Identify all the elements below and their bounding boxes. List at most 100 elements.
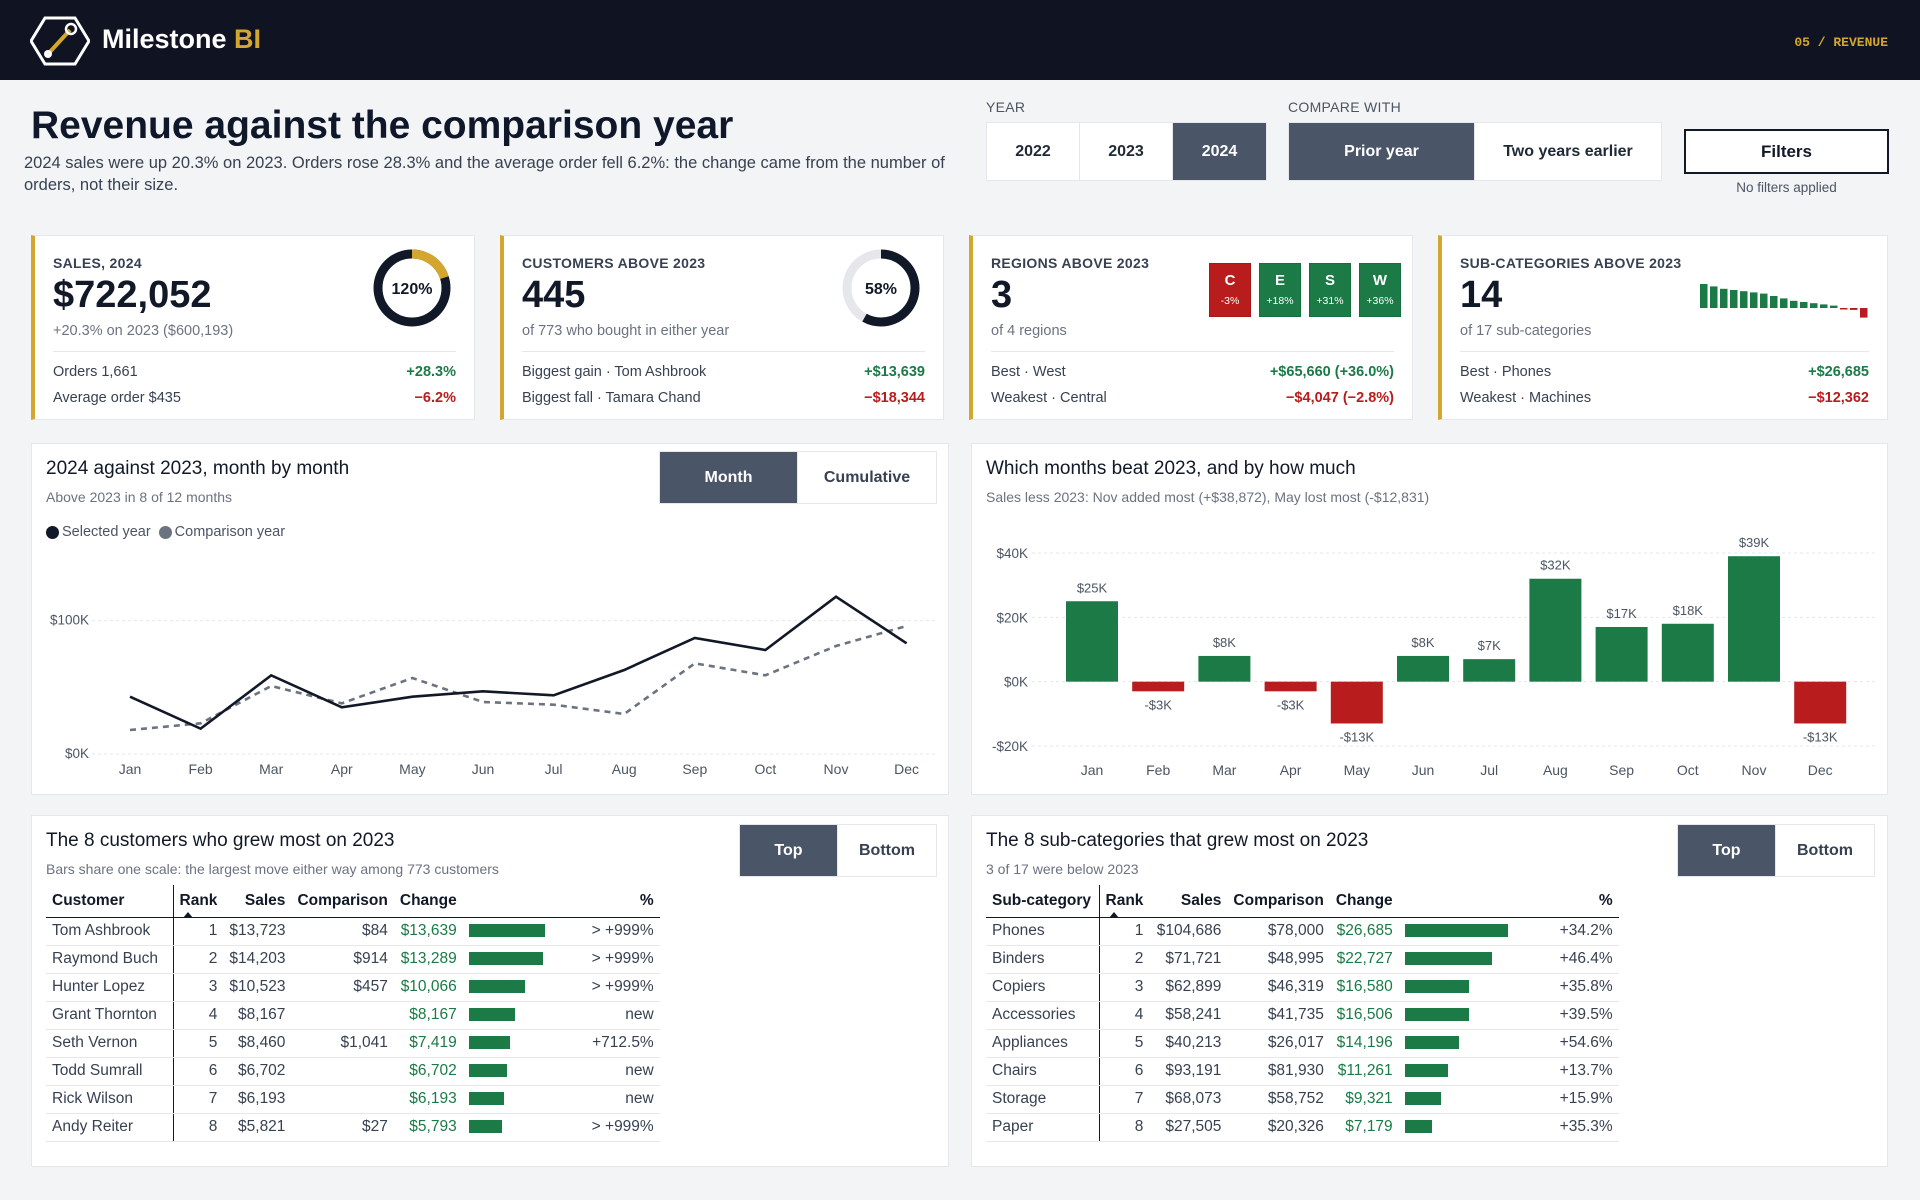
change-bar-cell: [462, 1029, 585, 1058]
column-header[interactable]: Customer: [46, 885, 173, 918]
cell-name: Hunter Lopez: [46, 973, 173, 1002]
cell-rank: 7: [1098, 1085, 1150, 1114]
top-bar: Milestone BI 05 / REVENUE: [0, 0, 1920, 80]
column-header[interactable]: Sales: [223, 885, 292, 918]
cell-sales: $71,721: [1149, 945, 1228, 974]
change-bar-cell: [462, 1113, 585, 1142]
kpi-subtext: +20.3% on 2023 ($600,193): [53, 323, 234, 339]
cell-rank: 4: [172, 1001, 224, 1030]
month-diff-bar: [1198, 655, 1251, 682]
compare-prior-year[interactable]: Prior year: [1289, 123, 1475, 180]
column-header[interactable]: Sales: [1149, 885, 1228, 918]
table-row[interactable]: Andy Reiter 8 $5,821 $27 $5,793 > +999%: [46, 1113, 660, 1142]
column-header[interactable]: Change: [1329, 885, 1399, 918]
toggle-top[interactable]: Top: [1678, 825, 1776, 876]
cell-rank: 8: [1098, 1113, 1150, 1142]
kpi-row: Biggest fall · Tamara Chand −$18,344: [522, 390, 925, 406]
chart-legend: Selected year Comparison year: [46, 524, 285, 540]
table-row[interactable]: Seth Vernon 5 $8,460 $1,041 $7,419 +712.5%: [46, 1029, 660, 1058]
cell-sales: $6,193: [223, 1085, 292, 1114]
table-row[interactable]: Rick Wilson 7 $6,193 $6,193 new: [46, 1085, 660, 1114]
bar-data-label: $18K: [1673, 603, 1704, 618]
kpi-subtext: of 17 sub-categories: [1460, 323, 1592, 339]
sort-ascending-icon: [1108, 911, 1119, 918]
column-header[interactable]: %: [1526, 885, 1619, 918]
kpi-row: Weakest · Central −$4,047 (−2.8%): [991, 390, 1394, 406]
table-row[interactable]: Raymond Buch 2 $14,203 $914 $13,289 > +999%: [46, 945, 660, 974]
cell-pct: +46.4%: [1526, 945, 1619, 974]
y-tick-label: $20K: [996, 610, 1028, 625]
x-tick-label: Jan: [1081, 762, 1104, 778]
cell-comp: $58,752: [1227, 1085, 1330, 1114]
x-tick-label: Jun: [472, 761, 495, 777]
bar-data-label: $32K: [1540, 558, 1571, 573]
column-header[interactable]: %: [584, 885, 660, 918]
table-row[interactable]: Appliances 5 $40,213 $26,017 $14,196 +54.6%: [986, 1029, 1619, 1058]
year-option-2023[interactable]: 2023: [1080, 123, 1173, 180]
spark-bar: [1790, 300, 1798, 308]
cell-pct: new: [584, 1057, 660, 1086]
toggle-top[interactable]: Top: [740, 825, 838, 876]
change-bar: [468, 1036, 510, 1050]
spark-bar: [1830, 305, 1838, 308]
region-box-west: W +36%: [1359, 263, 1401, 317]
kpi-regions-card: REGIONS ABOVE 2023 3 of 4 regions C -3% E…: [969, 235, 1413, 420]
cell-pct: +35.8%: [1526, 973, 1619, 1002]
month-diff-bar: [1330, 681, 1383, 724]
x-tick-label: Mar: [1212, 762, 1236, 778]
cell-name: Phones: [986, 917, 1099, 946]
monthly-line-chart: $0K $100K Jan Feb Mar Apr May Jun Jul Aug Sep Oct No…: [50, 595, 937, 777]
table-row[interactable]: Paper 8 $27,505 $20,326 $7,179 +35.3%: [986, 1113, 1619, 1142]
table-row[interactable]: Todd Sumrall 6 $6,702 $6,702 new: [46, 1057, 660, 1086]
selected-year-line: [129, 595, 908, 731]
column-header[interactable]: [1398, 885, 1527, 918]
toggle-bottom[interactable]: Bottom: [859, 841, 915, 859]
month-diff-bar: [1529, 578, 1582, 682]
column-header[interactable]: Comparison: [1227, 885, 1330, 918]
table-row[interactable]: Chairs 6 $93,191 $81,930 $11,261 +13.7%: [986, 1057, 1619, 1086]
column-header[interactable]: Sub-category: [986, 885, 1099, 918]
cell-comp: $27: [291, 1113, 394, 1142]
column-header[interactable]: Rank: [1098, 885, 1150, 918]
table-row[interactable]: Tom Ashbrook 1 $13,723 $84 $13,639 > +999%: [46, 917, 660, 946]
year-option-2022[interactable]: 2022: [987, 123, 1080, 180]
cell-rank: 7: [172, 1085, 224, 1114]
cell-change: $8,167: [393, 1001, 463, 1030]
cell-comp: $20,326: [1227, 1113, 1330, 1142]
compare-two-years-earlier[interactable]: Two years earlier: [1503, 142, 1633, 160]
change-bar-cell: [462, 1001, 585, 1030]
table-row[interactable]: Copiers 3 $62,899 $46,319 $16,580 +35.8%: [986, 973, 1619, 1002]
column-header[interactable]: [462, 885, 585, 918]
column-header[interactable]: Comparison: [291, 885, 394, 918]
toggle-bottom[interactable]: Bottom: [1797, 841, 1853, 859]
change-bar-cell: [1398, 1057, 1527, 1086]
column-header[interactable]: Rank: [172, 885, 224, 918]
comparison-year-line: [129, 624, 907, 732]
change-bar: [1404, 924, 1508, 938]
table-row[interactable]: Binders 2 $71,721 $48,995 $22,727 +46.4%: [986, 945, 1619, 974]
toggle-month[interactable]: Month: [660, 452, 798, 503]
month-diff-bar: [1595, 626, 1648, 682]
toggle-cumulative[interactable]: Cumulative: [823, 468, 911, 486]
monthly-diff-panel: Which months beat 2023, and by how much …: [971, 443, 1888, 795]
year-option-2024[interactable]: 2024: [1173, 123, 1266, 180]
kpi-label: SALES, 2024: [53, 255, 142, 271]
table-row[interactable]: Accessories 4 $58,241 $41,735 $16,506 +39.5%: [986, 1001, 1619, 1030]
month-diff-bar: [1463, 659, 1516, 682]
cell-name: Rick Wilson: [46, 1085, 173, 1114]
cell-pct: +34.2%: [1526, 917, 1619, 946]
change-bar: [468, 1064, 507, 1078]
cell-change: $7,419: [393, 1029, 463, 1058]
table-row[interactable]: Phones 1 $104,686 $78,000 $26,685 +34.2%: [986, 917, 1619, 946]
table-row[interactable]: Hunter Lopez 3 $10,523 $457 $10,066 > +999%: [46, 973, 660, 1002]
change-bar: [468, 1120, 502, 1134]
cell-name: Appliances: [986, 1029, 1099, 1058]
column-header[interactable]: Change: [393, 885, 463, 918]
kpi-customers-card: CUSTOMERS ABOVE 2023 445 of 773 who boug…: [500, 235, 944, 420]
table-row[interactable]: Grant Thornton 4 $8,167 $8,167 new: [46, 1001, 660, 1030]
cell-comp: [291, 1001, 394, 1030]
year-selector: 2022 2023 2024: [986, 122, 1267, 181]
table-row[interactable]: Storage 7 $68,073 $58,752 $9,321 +15.9%: [986, 1085, 1619, 1114]
filters-button[interactable]: Filters: [1684, 129, 1889, 174]
cell-comp: $1,041: [291, 1029, 394, 1058]
